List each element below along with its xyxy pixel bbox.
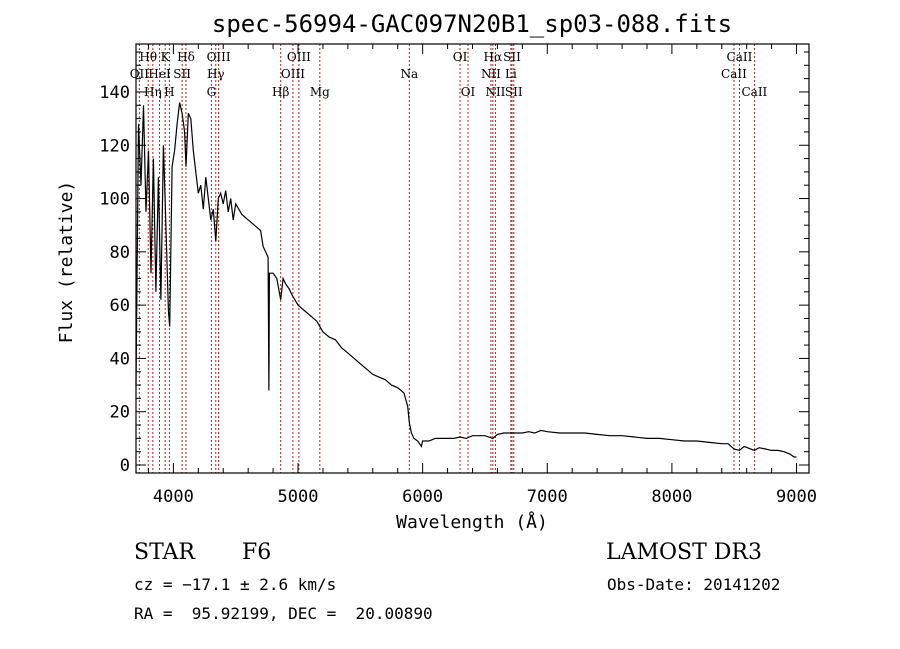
spectral-line-label: OIII	[287, 50, 311, 64]
survey-name: LAMOST DR3	[606, 540, 762, 565]
chart-title: spec-56994-GAC097N20B1_sp03-088.fits	[212, 10, 732, 38]
spectral-line-label: OII	[130, 67, 150, 81]
y-tick-label: 0	[120, 456, 130, 476]
spectral-line-label: OI	[461, 85, 476, 99]
spectral-line-label: CaII	[721, 67, 747, 81]
spectral-line-label: Mg	[310, 85, 330, 99]
y-tick-label: 20	[110, 403, 130, 423]
spectral-line-label: NII	[485, 85, 505, 99]
y-tick-label: 40	[110, 349, 130, 369]
spectral-line-label: K	[161, 50, 171, 64]
observation-date: Obs-Date: 20141202	[607, 575, 781, 594]
coordinates: RA = 95.92199, DEC = 20.00890	[134, 604, 433, 623]
spectral-line-label: NII	[481, 67, 501, 81]
x-tick-label: 6000	[402, 487, 443, 507]
spectral-line-label: HeI	[148, 67, 171, 81]
spectrum-line	[135, 102, 797, 458]
spectral-line-markers	[138, 44, 755, 473]
x-tick-label: 5000	[278, 487, 319, 507]
spectral-line-label: Hη	[144, 85, 162, 99]
spectral-line-label: H	[164, 85, 174, 99]
x-tick-label: 4000	[153, 487, 194, 507]
spectral-line-label: OIII	[281, 67, 305, 81]
spectral-line-label: CaII	[741, 85, 767, 99]
object-class: STAR	[134, 540, 195, 565]
spectral-line-labels: Hθ OII Hη K HeI H SII Hδ OIII Hγ G OIII OIII Hβ Mg Na OI…	[130, 50, 768, 99]
y-tick-label: 80	[110, 243, 130, 263]
x-tick-label: 7000	[527, 487, 568, 507]
spectral-line-label: Hβ	[272, 85, 289, 99]
spectral-line-label: OIII	[207, 50, 231, 64]
spectral-line-label: Hδ	[177, 50, 195, 64]
spectral-line-label: G	[207, 85, 217, 99]
x-axis-label: Wavelength (Å)	[396, 511, 548, 533]
x-axis-ticks: 4000 5000 6000 7000 8000 9000	[147, 44, 817, 507]
y-axis-ticks: 0 20 40 60 80 100 120 140	[99, 51, 809, 476]
redshift-cz: cz = −17.1 ± 2.6 km/s	[134, 575, 337, 594]
spectral-line-label: SII	[505, 85, 523, 99]
x-tick-label: 8000	[651, 487, 692, 507]
object-subclass: F6	[242, 540, 272, 565]
spectral-line-label: Hγ	[207, 67, 225, 81]
spectral-line-label: Na	[400, 67, 418, 81]
spectral-line-label: Li	[505, 67, 517, 81]
spectral-line-label: CaII	[727, 50, 753, 64]
y-tick-label: 100	[99, 190, 130, 210]
y-tick-label: 60	[110, 296, 130, 316]
spectral-line-label: Hα	[484, 50, 503, 64]
y-tick-label: 140	[99, 83, 130, 103]
y-axis-label: Flux (relative)	[56, 181, 77, 344]
spectral-line-label: OI	[453, 50, 468, 64]
y-tick-label: 120	[99, 136, 130, 156]
x-tick-label: 9000	[776, 487, 817, 507]
spectral-line-label: SII	[173, 67, 191, 81]
spectral-line-label: Hθ	[139, 50, 157, 64]
spectral-line-label: SII	[503, 50, 521, 64]
plot-frame	[135, 43, 810, 474]
